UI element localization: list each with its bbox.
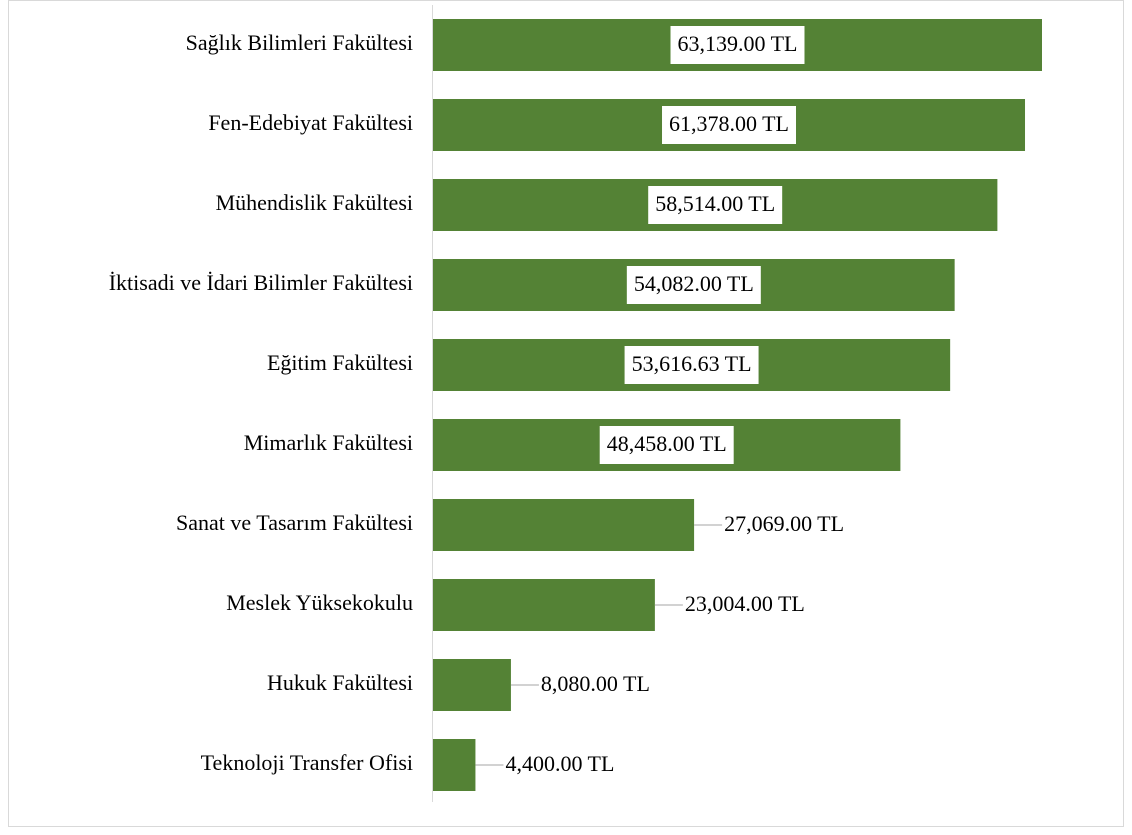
data-label: 8,080.00 TL	[541, 671, 650, 696]
y-tick-label: Mühendislik Fakültesi	[216, 190, 413, 215]
y-tick-label: Meslek Yüksekokulu	[226, 590, 413, 615]
data-label-box	[670, 26, 805, 64]
bar	[433, 499, 695, 551]
y-tick-label: Eğitim Fakültesi	[267, 350, 413, 375]
data-label: 61,378.00 TL	[669, 111, 789, 136]
bar	[433, 659, 511, 711]
y-tick-label: Sağlık Bilimleri Fakültesi	[186, 30, 413, 55]
data-label: 4,400.00 TL	[505, 751, 614, 776]
data-label: 48,458.00 TL	[607, 431, 727, 456]
data-label-box	[599, 426, 734, 464]
data-label-box	[648, 186, 783, 224]
data-label: 58,514.00 TL	[655, 191, 775, 216]
y-tick-label: Hukuk Fakültesi	[267, 670, 413, 695]
bar	[433, 739, 476, 791]
data-label: 53,616.63 TL	[632, 351, 752, 376]
data-label-box	[662, 106, 796, 144]
data-label-box	[624, 346, 759, 384]
bar	[433, 579, 655, 631]
data-label: 27,069.00 TL	[724, 511, 844, 536]
data-label: 54,082.00 TL	[634, 271, 754, 296]
data-label: 23,004.00 TL	[685, 591, 805, 616]
data-label: 63,139.00 TL	[678, 31, 798, 56]
y-tick-label: Teknoloji Transfer Ofisi	[201, 750, 413, 775]
data-label-box	[626, 266, 761, 304]
y-tick-label: Mimarlık Fakültesi	[244, 430, 413, 455]
y-tick-label: İktisadi ve İdari Bilimler Fakültesi	[109, 270, 413, 295]
y-tick-label: Sanat ve Tasarım Fakültesi	[176, 510, 413, 535]
y-tick-label: Fen-Edebiyat Fakültesi	[208, 110, 413, 135]
